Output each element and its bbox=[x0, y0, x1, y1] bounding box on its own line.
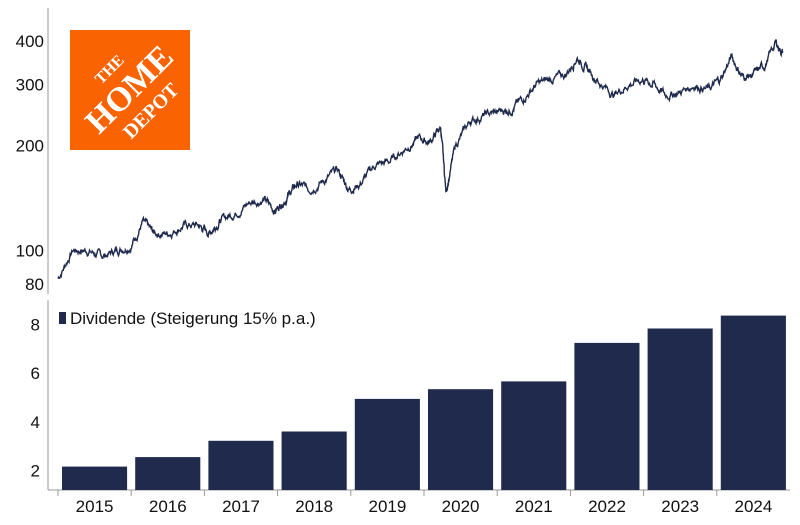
dividend-x-tick-label: 2018 bbox=[295, 497, 333, 516]
legend-swatch bbox=[59, 312, 66, 324]
dividend-bar bbox=[135, 457, 201, 490]
dividend-y-tick-label: 4 bbox=[31, 413, 40, 432]
price-y-tick-label: 200 bbox=[16, 137, 44, 156]
legend-label: Dividende (Steigerung 15% p.a.) bbox=[70, 309, 316, 328]
logo-background bbox=[70, 30, 190, 150]
dividend-chart: 2 4 6 8 2015 2016 2017 2018 2019 2020 2021 2022 202… bbox=[31, 300, 790, 516]
dividend-x-tick-label: 2021 bbox=[515, 497, 553, 516]
dividend-x-ticks: 2015 2016 2017 2018 2019 2020 2021 2022 2023 2024 bbox=[57, 490, 772, 516]
dividend-bar bbox=[501, 381, 567, 490]
dividend-bar bbox=[62, 466, 128, 490]
dividend-x-tick-label: 2022 bbox=[588, 497, 626, 516]
home-depot-logo: THE HOME DEPOT bbox=[70, 30, 190, 150]
price-y-tick-label: 100 bbox=[16, 241, 44, 260]
dividend-y-tick-label: 6 bbox=[31, 364, 40, 383]
dividend-x-tick-label: 2017 bbox=[222, 497, 260, 516]
dividend-bar bbox=[281, 431, 347, 490]
dividend-x-tick-label: 2015 bbox=[76, 497, 114, 516]
dividend-bar bbox=[428, 389, 494, 490]
dividend-y-tick-label: 8 bbox=[31, 315, 40, 334]
dividend-x-tick-label: 2024 bbox=[734, 497, 772, 516]
dividend-bar bbox=[354, 398, 420, 490]
price-y-tick-label: 300 bbox=[16, 75, 44, 94]
dividend-x-tick-label: 2019 bbox=[368, 497, 406, 516]
dividend-bar bbox=[574, 342, 640, 490]
dividend-x-tick-label: 2020 bbox=[442, 497, 480, 516]
dividend-y-tick-label: 2 bbox=[31, 462, 40, 481]
dividend-x-tick-label: 2016 bbox=[149, 497, 187, 516]
price-series-line bbox=[57, 39, 784, 280]
price-y-tick-label: 80 bbox=[25, 275, 44, 294]
dividend-bar bbox=[208, 440, 274, 490]
dividend-bar bbox=[647, 328, 713, 490]
dividend-legend: Dividende (Steigerung 15% p.a.) bbox=[59, 309, 316, 328]
dividend-bar bbox=[720, 315, 786, 490]
dividend-y-ticks: 2 4 6 8 bbox=[31, 315, 40, 480]
price-y-tick-label: 400 bbox=[16, 32, 44, 51]
dividend-x-tick-label: 2023 bbox=[661, 497, 699, 516]
price-chart: 80 100 200 300 400 bbox=[16, 8, 784, 294]
price-y-ticks: 80 100 200 300 400 bbox=[16, 32, 44, 294]
dividend-bars bbox=[62, 315, 786, 490]
